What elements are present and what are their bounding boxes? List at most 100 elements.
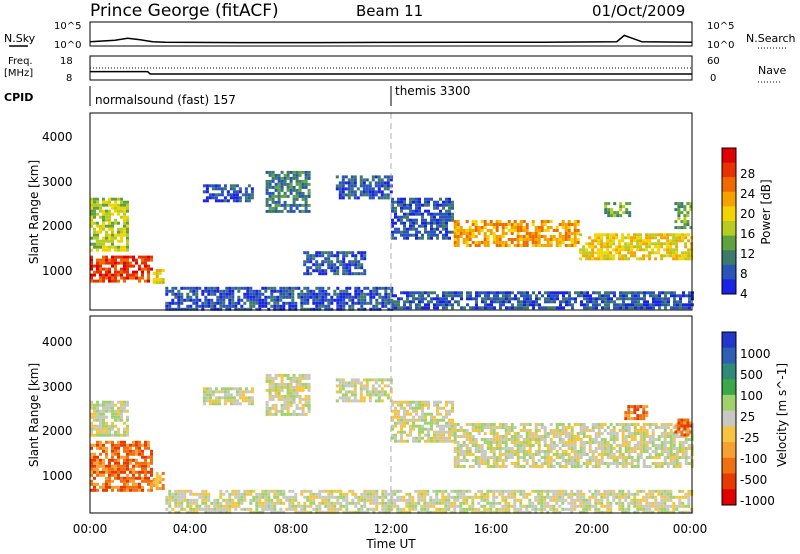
power-cell	[409, 212, 412, 216]
velocity-cell	[675, 465, 679, 468]
velocity-cell	[291, 498, 295, 502]
velocity-cell	[144, 479, 147, 483]
velocity-cell	[371, 384, 375, 388]
velocity-cell	[289, 388, 293, 392]
velocity-cell	[477, 465, 481, 468]
power-cell	[541, 294, 544, 298]
velocity-cell	[594, 423, 598, 426]
velocity-cell	[591, 441, 595, 444]
power-cell	[424, 224, 427, 228]
power-cell	[639, 236, 643, 240]
power-cell	[174, 292, 178, 296]
velocity-cell	[585, 453, 589, 456]
velocity-cell	[438, 489, 442, 493]
power-cell	[529, 303, 532, 307]
velocity-cell	[492, 429, 496, 432]
power-cell	[318, 286, 322, 290]
power-cell	[409, 221, 412, 225]
velocity-cell	[399, 507, 403, 511]
velocity-cell	[543, 441, 547, 444]
velocity-cell	[232, 399, 236, 403]
power-cell	[442, 291, 445, 295]
power-cell	[685, 294, 688, 298]
velocity-cell	[123, 470, 126, 474]
power-cell	[363, 307, 367, 311]
velocity-cell	[114, 430, 117, 434]
velocity-cell	[504, 465, 508, 468]
power-cell	[225, 286, 229, 290]
power-cbar-tick-28: 28	[740, 167, 755, 181]
power-cell	[397, 303, 400, 307]
power-cell	[198, 304, 202, 308]
velocity-cell	[267, 504, 271, 508]
velocity-cell	[504, 510, 508, 514]
power-cell	[513, 220, 517, 223]
power-cell	[619, 294, 622, 298]
velocity-cell	[126, 467, 129, 471]
power-cell	[362, 190, 366, 194]
velocity-cell	[534, 453, 538, 456]
velocity-cell	[123, 488, 126, 492]
power-cell	[283, 173, 287, 177]
power-cell	[451, 203, 454, 207]
power-cell	[397, 203, 400, 207]
power-cell	[165, 307, 169, 311]
velocity-cell	[453, 432, 457, 435]
velocity-cell	[624, 465, 628, 468]
velocity-cell	[522, 447, 526, 450]
power-cell	[678, 233, 682, 237]
power-cell	[637, 303, 640, 307]
velocity-cell	[555, 426, 559, 429]
power-cell	[597, 239, 601, 243]
power-cell	[336, 260, 340, 264]
power-cell	[630, 242, 634, 246]
power-cell	[675, 233, 679, 237]
velocity-cell	[435, 507, 439, 511]
velocity-cell	[507, 501, 511, 505]
velocity-cell	[93, 406, 96, 410]
velocity-cell	[286, 412, 290, 416]
power-cell	[409, 203, 412, 207]
power-cell	[689, 205, 693, 209]
power-cell	[217, 199, 221, 203]
velocity-cell	[663, 444, 667, 447]
velocity-cell	[108, 406, 111, 410]
velocity-cell	[448, 439, 451, 443]
power-cell	[283, 176, 287, 180]
power-cell	[384, 286, 388, 290]
velocity-cell	[436, 433, 439, 437]
velocity-cell	[292, 409, 296, 413]
velocity-cell	[252, 495, 256, 499]
velocity-cell	[591, 459, 595, 462]
power-cell	[394, 306, 397, 310]
power-cell	[612, 242, 616, 246]
velocity-cell	[633, 450, 637, 453]
velocity-cell	[687, 447, 691, 450]
velocity-cell	[492, 453, 496, 456]
power-cell	[368, 181, 372, 185]
velocity-cell	[344, 390, 348, 394]
velocity-cell	[120, 406, 123, 410]
velocity-cell	[289, 382, 293, 386]
velocity-cell	[261, 489, 265, 493]
velocity-cell	[474, 510, 478, 514]
power-cell	[117, 270, 120, 274]
power-cell	[286, 194, 290, 198]
power-cell	[412, 224, 415, 228]
power-cell	[480, 220, 484, 223]
velocity-cell	[447, 492, 451, 496]
power-cell	[324, 292, 328, 296]
velocity-cell	[501, 447, 505, 450]
power-cell	[679, 306, 682, 310]
power-cell	[643, 294, 646, 298]
power-cell	[126, 203, 129, 207]
power-cell	[561, 235, 565, 238]
velocity-cell	[386, 384, 390, 388]
power-cell	[418, 206, 421, 210]
velocity-cell	[456, 504, 460, 508]
freq-label-2: [MHz]	[4, 68, 33, 79]
velocity-cell	[360, 495, 364, 499]
power-cell	[339, 289, 343, 293]
velocity-cell	[265, 409, 269, 413]
power-cell	[448, 291, 451, 295]
